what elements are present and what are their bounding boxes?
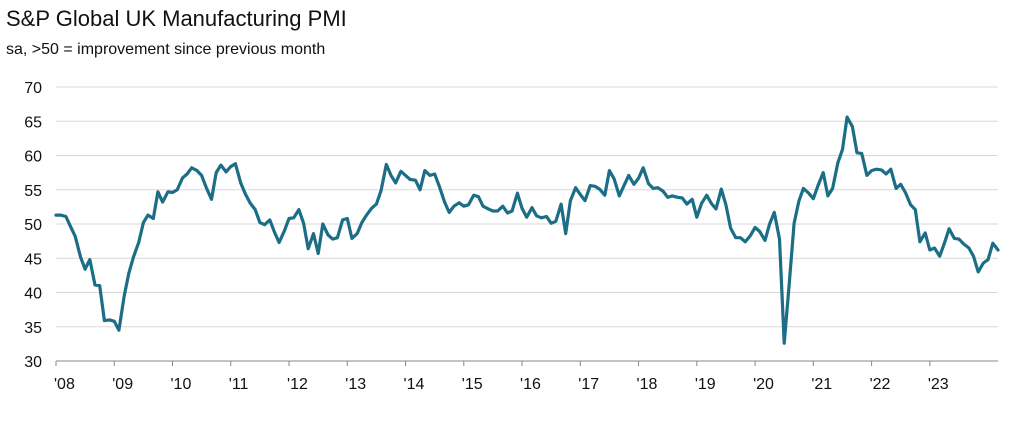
x-tick-label: '18: [637, 376, 658, 393]
y-tick-label: 70: [24, 80, 42, 97]
x-tick-label: '08: [54, 376, 75, 393]
x-tick-label: '15: [462, 376, 483, 393]
gridlines: [56, 86, 998, 328]
chart-subtitle: sa, >50 = improvement since previous mon…: [6, 41, 326, 58]
y-tick-label: 60: [24, 149, 42, 166]
chart-title: S&P Global UK Manufacturing PMI: [6, 6, 347, 31]
y-tick-label: 40: [24, 286, 42, 303]
y-tick-label: 65: [24, 114, 42, 131]
x-tick-label: '20: [753, 376, 774, 393]
y-tick-label: 35: [24, 320, 42, 337]
x-tick-label: '13: [345, 376, 366, 393]
x-tick-label: '10: [171, 376, 192, 393]
x-tick-label: '23: [928, 376, 949, 393]
x-tick-label: '11: [229, 376, 249, 393]
x-tick-label: '16: [520, 376, 541, 393]
y-tick-label: 55: [24, 183, 42, 200]
y-tick-label: 30: [24, 354, 42, 371]
pmi-series-line: [54, 115, 1000, 345]
x-tick-label: '22: [870, 376, 891, 393]
x-axis-ticks: '08 '09 '10 '11 '12 '13 '14 '15 '16 '17 '18 '19 '20 '…: [54, 361, 949, 393]
x-tick-label: '14: [404, 376, 425, 393]
x-tick-label: '12: [287, 376, 308, 393]
x-tick-label: '09: [112, 376, 133, 393]
x-tick-label: '21: [811, 376, 832, 393]
x-tick-label: '17: [578, 376, 599, 393]
x-tick-label: '19: [695, 376, 716, 393]
y-tick-label: 50: [24, 217, 42, 234]
y-tick-label: 45: [24, 251, 42, 268]
y-axis-ticks: 70 65 60 55 50 45 40 35 30: [24, 80, 42, 371]
